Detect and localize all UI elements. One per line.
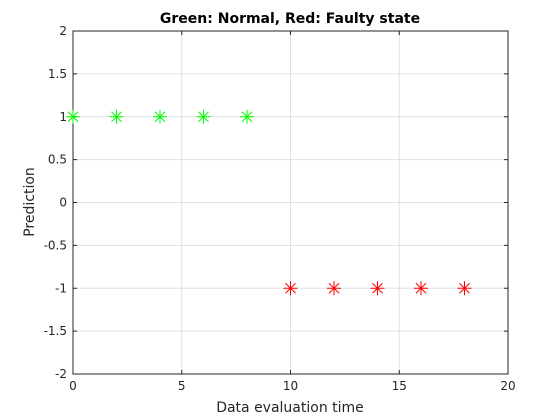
x-tick-label: 5 <box>178 379 186 393</box>
x-tick-label: 15 <box>392 379 407 393</box>
y-tick-label: -2 <box>55 367 67 381</box>
data-point-marker <box>109 109 124 124</box>
y-tick-label: 1.5 <box>48 67 67 81</box>
data-point-marker <box>457 281 472 296</box>
data-point-marker <box>370 281 385 296</box>
y-tick-label: -1 <box>55 281 67 295</box>
data-point-marker <box>327 281 341 296</box>
chart-title: Green: Normal, Red: Faulty state <box>160 11 420 27</box>
y-tick-label: 0 <box>59 196 67 210</box>
data-points <box>66 109 472 296</box>
data-point-marker <box>153 109 167 124</box>
axis-ticks: 0 5 10 15 20 -2 -1.5 -1 -0.5 0 0.5 1 1.5 2 <box>44 24 516 393</box>
y-tick-label: 2 <box>59 24 67 38</box>
data-point-marker <box>66 109 80 124</box>
x-tick-label: 10 <box>283 379 298 393</box>
y-tick-label: -1.5 <box>44 324 67 338</box>
x-tick-label: 20 <box>500 379 515 393</box>
y-tick-label: -0.5 <box>44 238 67 252</box>
x-axis-label: Data evaluation time <box>216 400 364 416</box>
data-point-marker <box>283 281 298 296</box>
data-point-marker <box>240 109 254 124</box>
y-axis-label: Prediction <box>22 167 38 237</box>
y-tick-label: 0.5 <box>48 153 67 167</box>
data-point-marker <box>414 281 428 296</box>
y-tick-label: 1 <box>59 110 67 124</box>
x-tick-label: 0 <box>69 379 77 393</box>
data-point-marker <box>196 109 211 124</box>
